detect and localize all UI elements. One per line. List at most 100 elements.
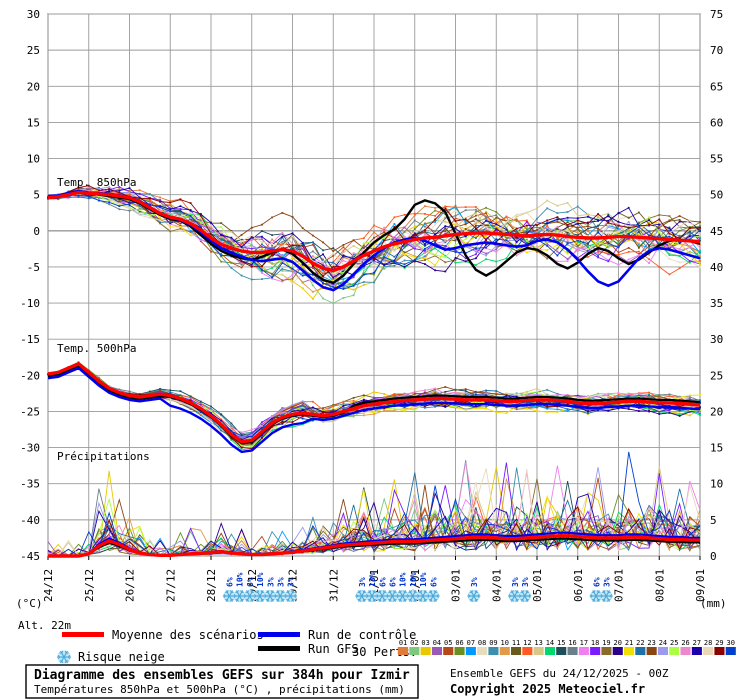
x-date-label: 08/01 <box>653 569 666 602</box>
snowflake-icon <box>406 589 420 603</box>
pert-color-swatch <box>398 647 409 655</box>
left-tick-label: 30 <box>27 8 40 21</box>
pert-color-swatch <box>522 647 533 655</box>
pert-color-swatch <box>409 647 420 655</box>
x-date-label: 25/12 <box>83 569 96 602</box>
pert-color-swatch <box>420 647 431 655</box>
right-tick-label: 45 <box>710 225 723 238</box>
pert-number-label: 30 <box>727 639 735 647</box>
ensemble-mean-precip <box>48 534 700 558</box>
legend-label-gfs: Run GFS <box>308 642 359 656</box>
perturbation-color-legend: 01 02 03 04 05 06 07 08 09 10 11 12 13 14 15 16 17 18 19 20… <box>398 639 736 655</box>
pert-number-label: 18 <box>591 639 599 647</box>
pert-color-swatch <box>465 647 476 655</box>
legend-swatch-gfs <box>258 646 300 651</box>
pert-color-swatch <box>680 647 691 655</box>
title-box-border <box>25 664 419 699</box>
pert-number-label: 13 <box>534 639 542 647</box>
left-tick-label: -15 <box>20 333 40 346</box>
right-tick-label: 75 <box>710 8 723 21</box>
x-date-label: 07/01 <box>613 569 626 602</box>
right-tick-label: 15 <box>710 442 723 455</box>
run-info-line: Ensemble GEFS du 24/12/2025 - 00Z <box>450 667 669 680</box>
snowflake-icon <box>518 589 532 603</box>
left-tick-label: -40 <box>20 514 40 527</box>
pert-color-swatch <box>601 647 612 655</box>
pert-color-swatch <box>499 647 510 655</box>
snowflake-icon <box>243 589 257 603</box>
snow-risk-percent: 10% <box>419 572 428 587</box>
main-curves-850hpa <box>47 189 701 292</box>
pert-color-swatch <box>635 647 646 655</box>
pert-number-label: 29 <box>715 639 723 647</box>
pert-color-swatch <box>556 647 567 655</box>
pert-number-label: 21 <box>625 639 633 647</box>
snow-risk-percent: 3% <box>276 577 285 587</box>
snow-risk-percent: 3% <box>521 577 530 587</box>
x-date-label: 05/01 <box>531 569 544 602</box>
snow-risk-percent: 10% <box>409 572 418 587</box>
left-axis-ticks: 30 25 20 15 10 5 0 -5 -10 -15 -20 -25 -30 -35 -40 -45 <box>20 8 40 563</box>
left-tick-label: -5 <box>27 261 40 274</box>
title-line-1: Diagramme des ensembles GEFS sur 384h po… <box>34 668 410 683</box>
ensemble-mean-500 <box>47 361 701 444</box>
pert-number-label: 03 <box>421 639 429 647</box>
pert-number-label: 05 <box>444 639 452 647</box>
snowflake-icon <box>365 589 379 603</box>
left-tick-label: 0 <box>33 225 40 238</box>
pert-number-label: 06 <box>455 639 463 647</box>
right-unit-label: (mm) <box>700 597 727 610</box>
pert-number-label: 28 <box>704 639 712 647</box>
snowflake-icon <box>467 589 481 603</box>
right-tick-label: 35 <box>710 297 723 310</box>
pert-color-swatch <box>533 647 544 655</box>
snowflake-icon <box>416 589 430 603</box>
snow-risk-percent: 3% <box>287 577 296 587</box>
left-tick-label: 20 <box>27 80 40 93</box>
copyright-line: Copyright 2025 Meteociel.fr <box>450 682 645 696</box>
snow-risk-percent: 6% <box>226 577 235 587</box>
left-tick-label: -20 <box>20 369 40 382</box>
pert-color-swatch <box>488 647 499 655</box>
pert-number-label: 15 <box>557 639 565 647</box>
snowflake-icon <box>253 589 267 603</box>
snow-risk-percent: 6% <box>592 577 601 587</box>
pert-number-label: 04 <box>433 639 441 647</box>
left-tick-label: -10 <box>20 297 40 310</box>
pert-number-label: 27 <box>693 639 701 647</box>
x-date-label: 04/01 <box>490 569 503 602</box>
label-precipitations: Précipitations <box>57 450 150 463</box>
ensemble-mean-850 <box>47 190 701 273</box>
snow-risk-row: 6% 10% 6% 10% 3% 3% 3% 3% 13% 6% 6% 10% 10% 10% 6% 3% 3%… <box>222 572 613 603</box>
snowflake-icon <box>233 589 247 603</box>
pert-number-label: 24 <box>659 639 667 647</box>
main-curves-precipitation <box>48 531 700 558</box>
pert-number-label: 07 <box>467 639 475 647</box>
snow-risk-percent: 3% <box>470 577 479 587</box>
pert-number-label: 11 <box>512 639 520 647</box>
control-run-500 <box>47 366 701 454</box>
snow-risk-percent: 3% <box>602 577 611 587</box>
right-info-box: Ensemble GEFS du 24/12/2025 - 00Z Copyri… <box>450 667 669 696</box>
pert-number-label: 22 <box>636 639 644 647</box>
pert-color-swatch <box>443 647 454 655</box>
x-date-label: 06/01 <box>572 569 585 602</box>
legend-block: Moyenne des scénarios Run de contrôle Ru… <box>57 628 417 664</box>
right-tick-label: 20 <box>710 405 723 418</box>
snow-risk-percent: 10% <box>236 572 245 587</box>
snow-risk-percent: 10% <box>256 572 265 587</box>
legend-label-snow: Risque neige <box>78 650 165 664</box>
snowflake-icon <box>385 589 399 603</box>
pert-number-label: 19 <box>602 639 610 647</box>
snow-risk-percent: 3% <box>358 577 367 587</box>
pert-color-swatch <box>669 647 680 655</box>
title-box: Diagramme des ensembles GEFS sur 384h po… <box>25 664 419 699</box>
left-tick-label: -45 <box>20 550 40 563</box>
x-date-label: 27/12 <box>164 569 177 602</box>
pert-color-swatch <box>714 647 725 655</box>
pert-color-swatch <box>454 647 465 655</box>
snow-risk-percent: 3% <box>266 577 275 587</box>
